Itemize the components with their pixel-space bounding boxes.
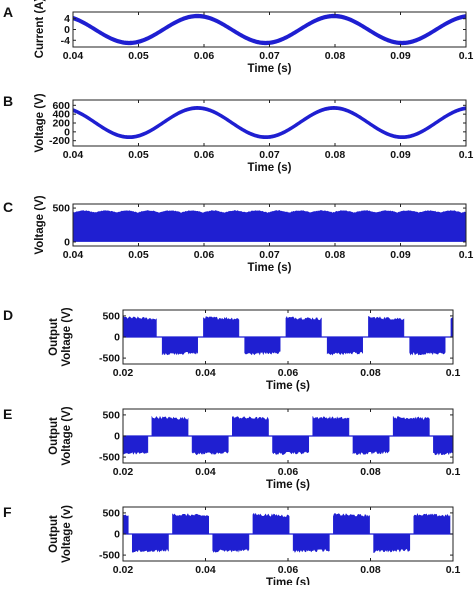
x-tick-label-f: 0.08 — [360, 564, 381, 576]
x-tick-label-a: 0.09 — [390, 50, 411, 62]
x-tick-label-c: 0.1 — [459, 249, 474, 261]
panel-label-f: F — [3, 504, 12, 520]
y-tick-label-a: 0 — [64, 24, 70, 36]
x-tick-label-d: 0.08 — [360, 367, 381, 379]
y-tick-label-b: -200 — [49, 135, 70, 147]
series-trace-d — [123, 315, 453, 356]
y-tick-label-b: 400 — [52, 109, 70, 121]
x-tick-label-b: 0.1 — [459, 149, 474, 161]
y-tick-label-c: 500 — [52, 203, 70, 215]
x-tick-label-c: 0.09 — [390, 249, 411, 261]
x-tick-label-e: 0.02 — [113, 466, 134, 478]
x-tick-label-a: 0.1 — [459, 50, 474, 62]
plot-area-d — [123, 315, 453, 356]
x-tick-label-f: 0.1 — [446, 564, 461, 576]
series-trace-c — [73, 210, 466, 242]
y-axis-label-a: Current (A) — [34, 0, 46, 58]
x-tick-label-b: 0.07 — [259, 149, 280, 161]
x-tick-label-d: 0.06 — [278, 367, 299, 379]
x-tick-label-a: 0.05 — [128, 50, 149, 62]
y-axis-label-f: OutputVoltage (v) — [48, 505, 73, 563]
x-tick-label-b: 0.05 — [128, 149, 149, 161]
x-tick-label-f: 0.06 — [278, 564, 299, 576]
panel-c: C 0.04 0.05 0.06 0.07 0.08 0.09 0.1 500 0 Time (s)… — [3, 195, 473, 274]
y-tick-label-c: 0 — [64, 236, 70, 248]
x-tick-label-a: 0.08 — [325, 50, 346, 62]
x-axis-label-b: Time (s) — [248, 162, 292, 174]
y-tick-label-f: 500 — [102, 507, 120, 519]
x-tick-label-b: 0.04 — [63, 149, 84, 161]
series-trace-b — [73, 106, 466, 140]
x-tick-label-a: 0.04 — [63, 50, 84, 62]
series-trace-f — [123, 512, 453, 553]
x-tick-label-a: 0.07 — [259, 50, 280, 62]
panel-f: F 0.02 0.04 0.06 0.08 0.1 500 0 -500 Time (s) Outp… — [3, 504, 461, 589]
y-tick-label-a: 4 — [64, 13, 70, 25]
axes-frame-b — [72, 99, 467, 147]
panel-d: D 0.02 0.04 0.06 0.08 0.1 500 0 -500 Time (s) Outp… — [3, 307, 461, 392]
x-tick-label-e: 0.04 — [195, 466, 216, 478]
x-tick-label-e: 0.08 — [360, 466, 381, 478]
y-axis-label-d: OutputVoltage (V) — [48, 307, 73, 366]
y-axis-label-e: OutputVoltage (V) — [48, 406, 73, 465]
x-tick-label-b: 0.06 — [194, 149, 215, 161]
x-tick-label-d: 0.1 — [446, 367, 461, 379]
y-axis-label-c: Voltage (V) — [34, 195, 46, 254]
y-tick-label-f: 0 — [114, 529, 120, 541]
x-tick-label-d: 0.04 — [195, 367, 216, 379]
x-tick-label-d: 0.02 — [113, 367, 134, 379]
x-tick-label-c: 0.05 — [128, 249, 149, 261]
x-tick-label-b: 0.08 — [325, 149, 346, 161]
x-axis-label-a: Time (s) — [248, 63, 292, 75]
plot-area-c — [73, 210, 466, 242]
series-trace-e — [123, 415, 453, 456]
x-tick-label-f: 0.04 — [195, 564, 216, 576]
panel-label-a: A — [3, 4, 13, 20]
x-tick-label-f: 0.02 — [113, 564, 134, 576]
y-tick-label-d: 500 — [102, 310, 120, 322]
y-tick-label-d: 0 — [114, 332, 120, 344]
plot-area-e — [123, 415, 453, 456]
plot-area-b — [73, 106, 466, 140]
x-axis-label-c: Time (s) — [248, 262, 292, 274]
y-tick-label-d: -500 — [99, 353, 120, 365]
x-tick-label-c: 0.04 — [63, 249, 84, 261]
x-tick-label-a: 0.06 — [194, 50, 215, 62]
y-tick-label-e: 0 — [114, 431, 120, 443]
x-tick-label-c: 0.06 — [194, 249, 215, 261]
panel-label-c: C — [3, 199, 13, 215]
panel-label-d: D — [3, 307, 13, 323]
y-tick-label-f: -500 — [99, 550, 120, 562]
x-tick-label-e: 0.1 — [446, 466, 461, 478]
y-tick-label-e: 500 — [102, 409, 120, 421]
y-tick-label-b: 0 — [64, 126, 70, 138]
panel-label-b: B — [3, 93, 13, 109]
x-tick-label-e: 0.06 — [278, 466, 299, 478]
series-trace-a — [73, 13, 466, 46]
y-tick-label-b: 200 — [52, 118, 70, 130]
x-tick-label-c: 0.08 — [325, 249, 346, 261]
plot-area-a — [73, 13, 466, 46]
y-tick-label-b: 600 — [52, 100, 70, 112]
panel-e: E 0.02 0.04 0.06 0.08 0.1 500 0 -500 Time (s) Outp… — [3, 406, 461, 491]
x-axis-label-e: Time (s) — [266, 479, 310, 491]
x-axis-label-f: Time (s) — [266, 577, 310, 585]
y-tick-label-a: -4 — [61, 35, 70, 47]
x-axis-label-d: Time (s) — [266, 380, 310, 392]
panel-b: B 0.04 0.05 0.06 0.07 0.08 0.09 0.1 6004002000-2… — [3, 93, 473, 174]
plot-area-f — [123, 512, 453, 553]
panel-a: A 0.04 0.05 0.06 0.07 0.08 0.09 0.1 40-4 Time (s)… — [3, 0, 473, 75]
y-tick-label-e: -500 — [99, 452, 120, 464]
y-axis-label-b: Voltage (V) — [34, 93, 46, 152]
x-tick-label-b: 0.09 — [390, 149, 411, 161]
x-tick-label-c: 0.07 — [259, 249, 280, 261]
panel-label-e: E — [3, 406, 12, 422]
